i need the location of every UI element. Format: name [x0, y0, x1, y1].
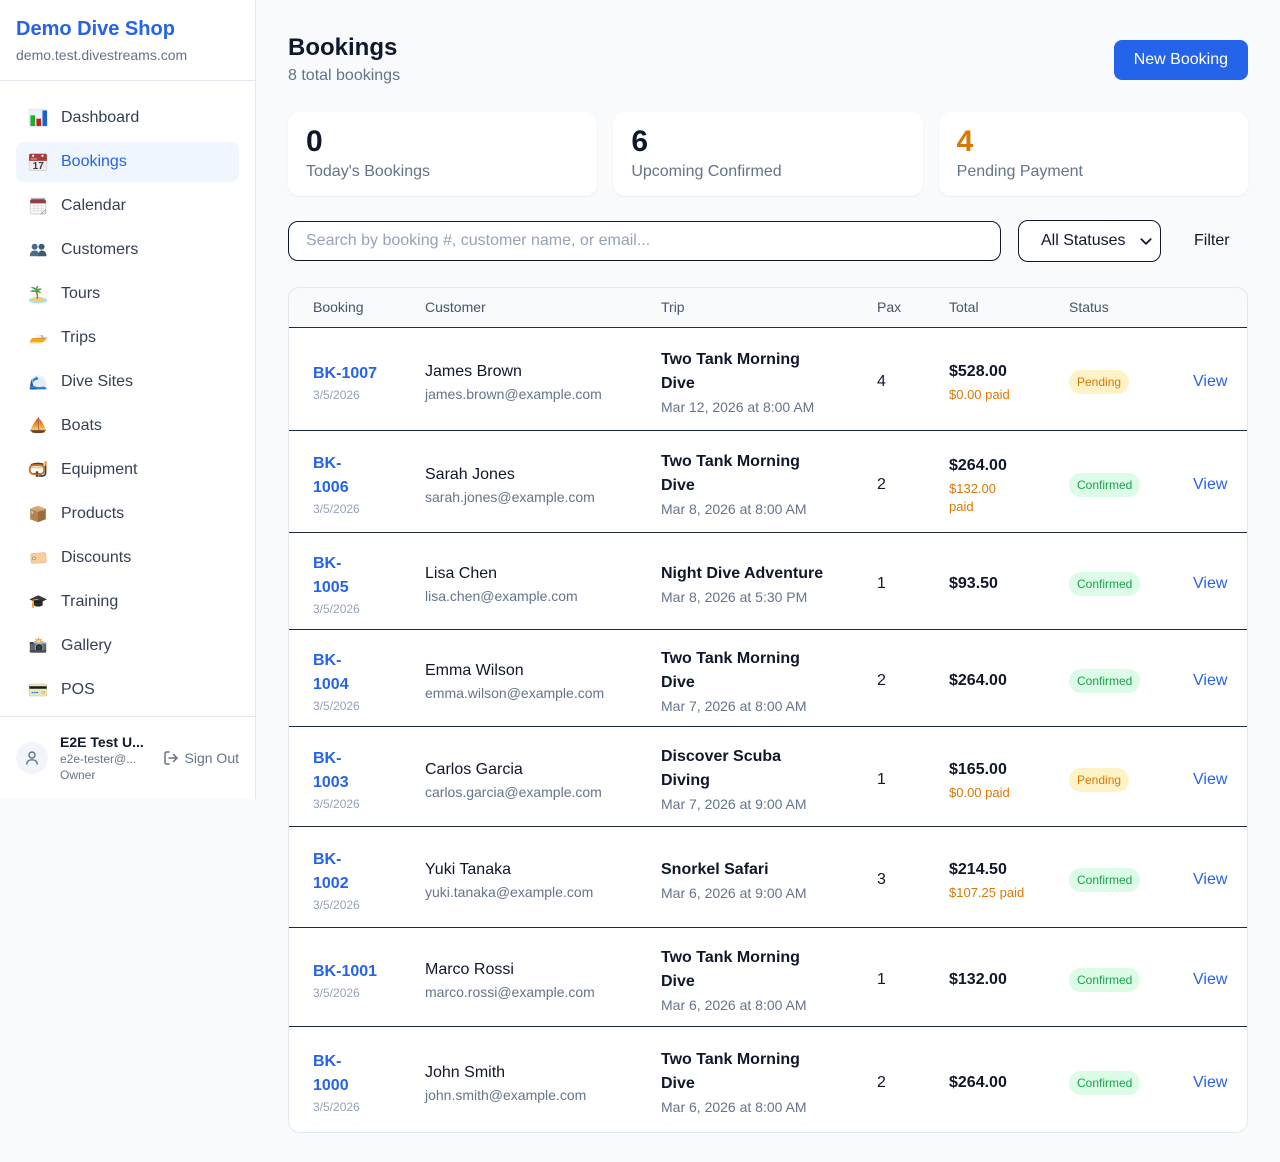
- svg-text:17: 17: [33, 161, 45, 172]
